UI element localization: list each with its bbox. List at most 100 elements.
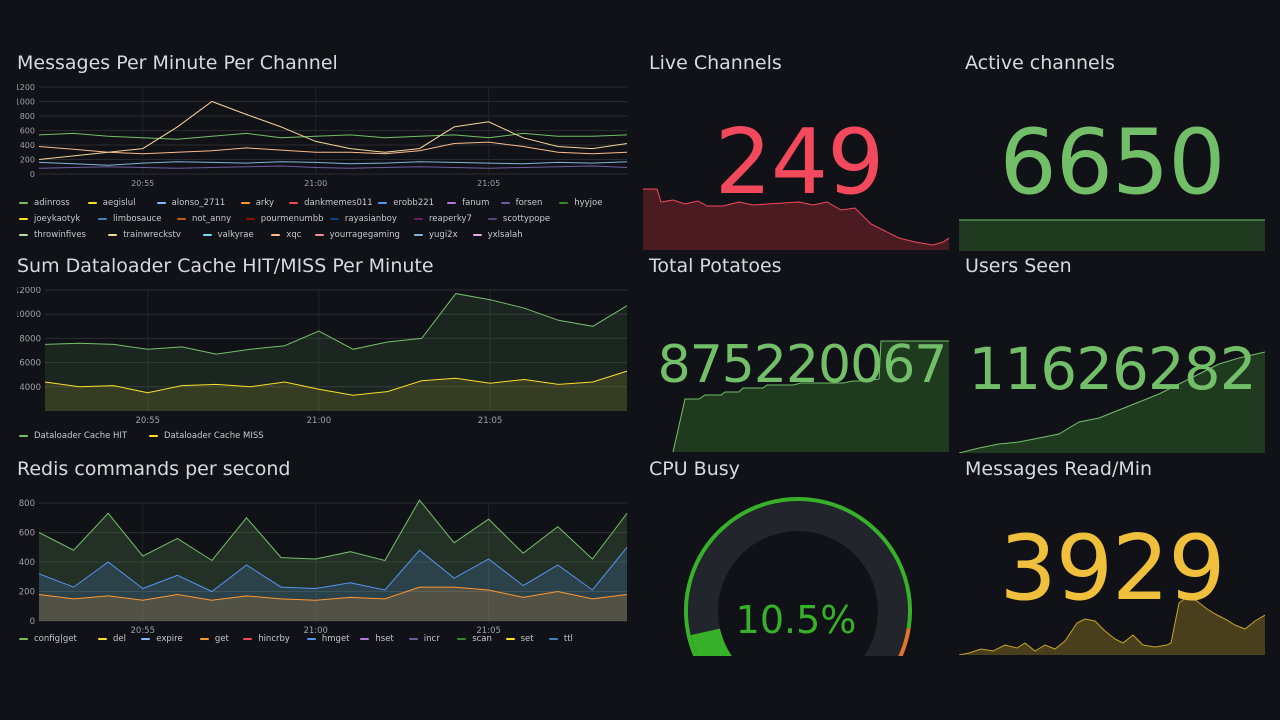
series-line[interactable] — [38, 141, 628, 155]
legend-item[interactable]: scottypope — [487, 214, 550, 224]
panel-title[interactable]: Sum Dataloader Cache HIT/MISS Per Minute — [17, 255, 434, 277]
panel-title[interactable]: Active channels — [965, 52, 1115, 74]
y-tick-label: 600 — [19, 529, 35, 539]
legend-item[interactable]: yourragegaming — [314, 230, 400, 240]
cpu-gauge[interactable] — [643, 486, 949, 656]
series-line[interactable] — [38, 165, 628, 169]
legend-label: set — [520, 634, 534, 644]
panel-title[interactable]: Messages Read/Min — [965, 458, 1153, 480]
legend-swatch — [240, 202, 250, 204]
legend-swatch — [19, 202, 28, 204]
series-line[interactable] — [44, 370, 628, 396]
legend-item[interactable]: yxlsalah — [472, 230, 523, 240]
legend-item[interactable]: rayasianboy — [329, 214, 397, 224]
y-tick-label: 8000 — [19, 334, 41, 344]
legend-item[interactable]: pourmenumbb — [245, 214, 323, 224]
legend-label: dankmemes011 — [304, 198, 373, 208]
y-tick-label: 4000 — [19, 383, 41, 393]
series-line[interactable] — [38, 586, 628, 601]
legend-item[interactable]: ttl — [548, 634, 573, 644]
series-line[interactable] — [38, 161, 628, 166]
messages-chart[interactable]: 1200 1000 800 600 400 200 0 20:55 21:00 21:05 — [17, 84, 629, 192]
panel-title[interactable]: Redis commands per second — [17, 458, 291, 480]
panel-messages-per-minute: Messages Per Minute Per Channel 1200 1000… — [17, 52, 629, 247]
panel-title[interactable]: Users Seen — [965, 255, 1072, 277]
panel-title[interactable]: Messages Per Minute Per Channel — [17, 52, 338, 74]
legend-item[interactable]: hincrby — [243, 634, 290, 644]
legend-item[interactable]: erobb221 — [378, 198, 434, 208]
series-line[interactable] — [44, 293, 628, 355]
legend-swatch — [472, 234, 482, 236]
legend-item[interactable]: Dataloader Cache HIT — [19, 431, 127, 441]
legend-item[interactable]: aegislul — [87, 198, 136, 208]
legend-swatch — [487, 218, 497, 220]
series-line[interactable] — [38, 499, 628, 562]
series-line[interactable] — [38, 100, 628, 160]
panel-active-channels: Active channels 6650 — [959, 52, 1265, 251]
legend-item[interactable]: incr — [408, 634, 440, 644]
legend-item[interactable]: trainwreckstv — [108, 230, 181, 240]
total-potatoes-value: 875220067 — [657, 335, 948, 395]
x-tick-label: 21:05 — [478, 416, 503, 426]
legend-item[interactable]: get — [199, 634, 229, 644]
legend-label: alonso_2711 — [171, 198, 226, 208]
legend-item[interactable]: adinross — [19, 198, 70, 208]
panel-title[interactable]: Live Channels — [649, 52, 782, 74]
series-area — [39, 500, 627, 621]
legend-item[interactable]: scan — [457, 634, 492, 644]
legend-label: yxlsalah — [487, 230, 523, 240]
legend-item[interactable]: joeykaotyk — [19, 214, 80, 224]
legend-label: limbosauce — [113, 214, 162, 224]
legend-item[interactable]: hmget — [306, 634, 350, 644]
legend-swatch — [414, 218, 423, 220]
legend-item[interactable]: limbosauce — [98, 214, 162, 224]
legend-label: hmget — [321, 634, 350, 644]
legend-label: joeykaotyk — [34, 214, 81, 224]
x-tick-label: 21:05 — [477, 179, 500, 188]
panel-title[interactable]: Total Potatoes — [649, 255, 782, 277]
cache-chart[interactable]: 12000 10000 8000 6000 4000 20:55 21:00 21:05 — [17, 287, 629, 427]
active-channels-value: 6650 — [999, 110, 1225, 215]
legend-item[interactable]: del — [98, 634, 126, 644]
panel-title[interactable]: CPU Busy — [649, 458, 740, 480]
legend-item[interactable]: expire — [141, 634, 183, 644]
legend-item[interactable]: reaperky7 — [414, 214, 472, 224]
y-tick-label: 600 — [20, 127, 35, 136]
legend-item[interactable]: valkyrae — [202, 230, 254, 240]
legend-swatch — [19, 435, 28, 437]
legend-swatch — [271, 234, 281, 236]
series-area — [39, 547, 627, 621]
legend-swatch — [98, 638, 107, 640]
legend-item[interactable]: arky — [240, 198, 274, 208]
legend-item[interactable]: config|get — [19, 634, 77, 644]
legend-swatch — [156, 202, 166, 204]
panel-redis-commands: Redis commands per second 800 600 400 200 0 2… — [17, 458, 629, 653]
redis-chart[interactable]: 800 600 400 200 0 20:55 21:00 21:05 — [17, 498, 629, 638]
series-line[interactable] — [38, 546, 628, 593]
legend-swatch — [149, 435, 158, 437]
y-tick-label: 200 — [19, 588, 35, 598]
legend-item[interactable]: set — [505, 634, 534, 644]
legend-item[interactable]: not_anny — [177, 214, 231, 224]
legend-item[interactable]: yugi2x — [414, 230, 458, 240]
y-tick-label: 200 — [20, 156, 35, 165]
legend-label: expire — [156, 634, 183, 644]
active-sparkline — [959, 219, 1265, 251]
legend-item[interactable]: alonso_2711 — [156, 198, 226, 208]
series-line[interactable] — [38, 132, 628, 140]
legend-item[interactable]: forsen — [500, 198, 542, 208]
x-tick-label: 21:00 — [307, 416, 332, 426]
legend-swatch — [108, 234, 118, 236]
legend-swatch — [447, 202, 457, 204]
legend-item[interactable]: fanum — [447, 198, 489, 208]
legend-item[interactable]: Dataloader Cache MISS — [149, 431, 264, 441]
users-seen-value: 11626282 — [968, 335, 1256, 403]
legend-label: yugi2x — [429, 230, 458, 240]
legend-item[interactable]: hset — [360, 634, 394, 644]
legend-item[interactable]: throwinfives — [19, 230, 86, 240]
legend-swatch — [98, 218, 107, 220]
legend-item[interactable]: xqc — [271, 230, 301, 240]
legend-item[interactable]: dankmemes011 — [289, 198, 373, 208]
legend-swatch — [500, 202, 510, 204]
legend-item[interactable]: hyyjoe — [559, 198, 602, 208]
